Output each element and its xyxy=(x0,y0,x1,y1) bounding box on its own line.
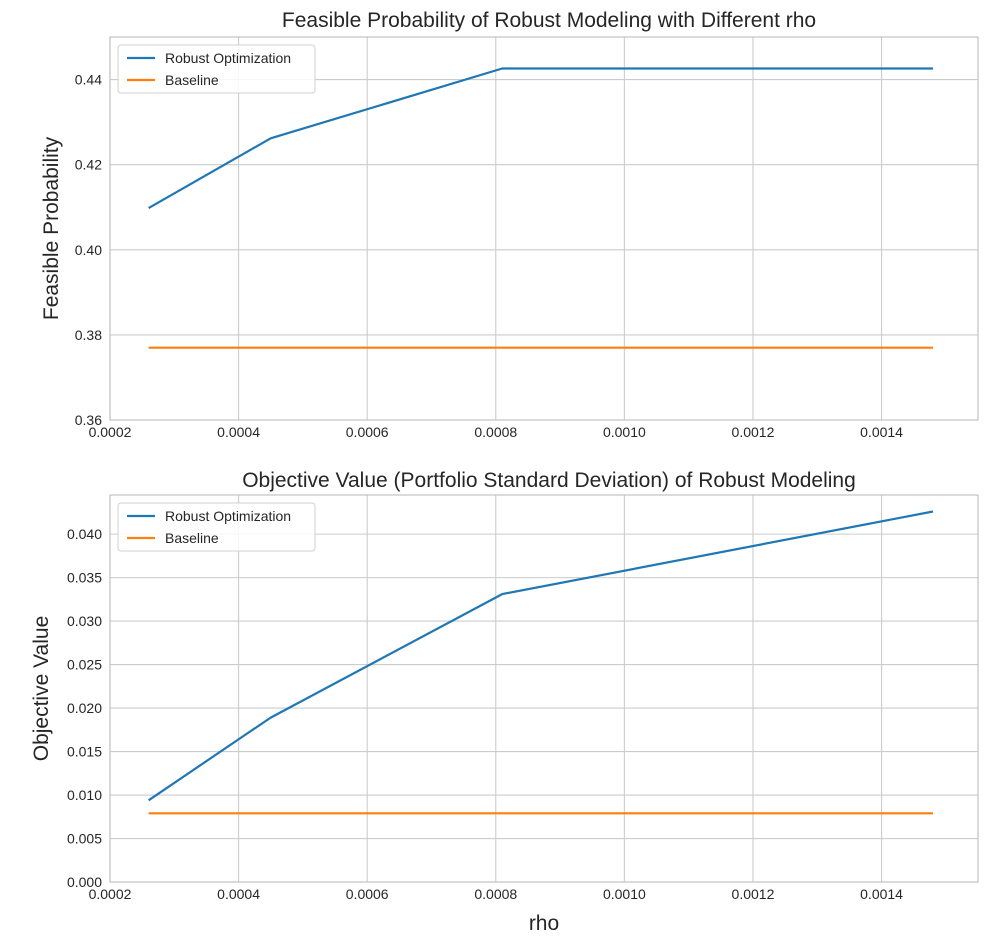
x-tick-label: 0.0004 xyxy=(217,886,260,902)
series-line-robust-optimization xyxy=(147,510,934,802)
y-axis-label: Objective Value xyxy=(30,616,53,762)
legend-entry: Baseline xyxy=(165,72,219,88)
y-tick-label: 0.025 xyxy=(67,657,102,673)
legend-box xyxy=(117,502,316,552)
y-tick-label: 0.030 xyxy=(67,613,102,629)
x-axis-label: rho xyxy=(529,912,559,935)
y-tick-label: 0.035 xyxy=(67,570,102,586)
x-tick-label: 0.0004 xyxy=(217,424,260,440)
x-tick-label: 0.0010 xyxy=(603,886,646,902)
y-tick-label: 0.42 xyxy=(75,157,102,173)
legend-entry: Robust Optimization xyxy=(165,50,291,66)
y-tick-label: 0.015 xyxy=(67,744,102,760)
x-tick-label: 0.0012 xyxy=(732,424,775,440)
x-tick-label: 0.0002 xyxy=(89,886,132,902)
chart-panel-feasible-probability: 0.0002 0.0004 0.0006 0.0008 0.0010 0.0012 0.00… xyxy=(40,9,979,440)
x-tick-label: 0.0006 xyxy=(346,886,389,902)
chart-panel-objective-value: 0.0002 0.0004 0.0006 0.0008 0.0010 0.0012 0.00… xyxy=(30,469,979,935)
legend: Robust Optimization Baseline xyxy=(117,44,316,94)
y-tick-label: 0.005 xyxy=(67,831,102,847)
y-tick-label: 0.040 xyxy=(67,526,102,542)
plot-frame xyxy=(109,36,979,421)
y-tick-label: 0.000 xyxy=(67,874,102,890)
x-tick-label: 0.0008 xyxy=(474,424,517,440)
plot-frame xyxy=(109,494,979,883)
x-tick-label: 0.0010 xyxy=(603,424,646,440)
y-tick-label: 0.38 xyxy=(75,327,102,343)
x-tick-label: 0.0014 xyxy=(860,886,903,902)
y-axis-label: Feasible Probability xyxy=(40,136,63,320)
chart-title: Feasible Probability of Robust Modeling … xyxy=(282,9,816,32)
x-tick-label: 0.0012 xyxy=(732,886,775,902)
y-tick-label: 0.44 xyxy=(75,72,102,88)
chart-title: Objective Value (Portfolio Standard Devi… xyxy=(242,469,856,492)
legend: Robust Optimization Baseline xyxy=(117,502,316,552)
y-tick-label: 0.010 xyxy=(67,787,102,803)
y-tick-label: 0.020 xyxy=(67,700,102,716)
series-line-robust-optimization xyxy=(148,67,933,210)
legend-entry: Baseline xyxy=(165,530,219,546)
x-tick-label: 0.0008 xyxy=(474,886,517,902)
legend-entry: Robust Optimization xyxy=(165,508,291,524)
x-tick-label: 0.0002 xyxy=(89,424,132,440)
y-tick-label: 0.36 xyxy=(75,412,102,428)
y-tick-label: 0.40 xyxy=(75,242,102,258)
legend-box xyxy=(117,44,316,94)
x-tick-label: 0.0006 xyxy=(346,424,389,440)
x-tick-label: 0.0014 xyxy=(860,424,903,440)
